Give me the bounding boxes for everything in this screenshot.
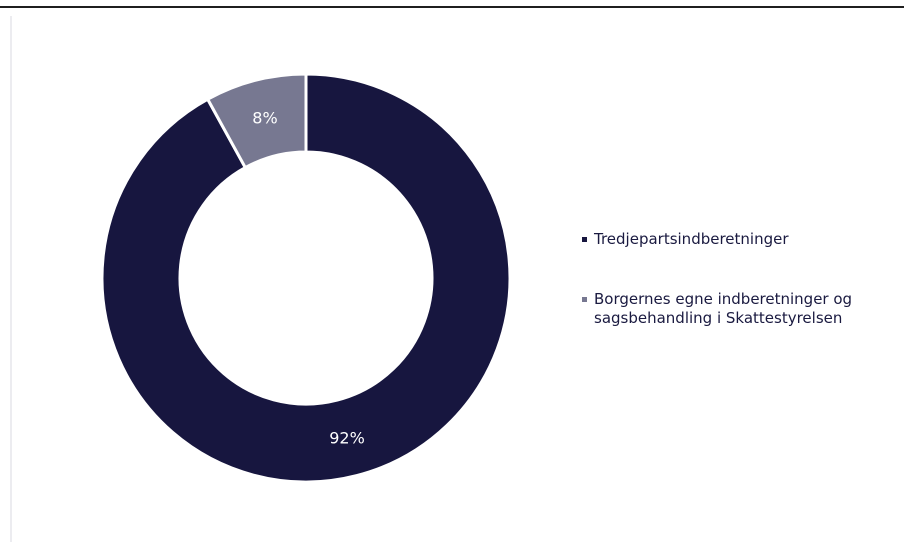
donut-slice-2 — [206, 72, 308, 170]
donut-slice-1 — [100, 72, 512, 484]
left-rule — [10, 16, 12, 542]
slice-data-label-1: 92% — [329, 428, 365, 447]
legend-label-1: Tredjepartsindberetninger — [594, 230, 789, 248]
legend-item-1: Tredjepartsindberetninger — [582, 230, 892, 249]
legend-swatch-1 — [582, 237, 587, 242]
legend-label-2: Borgernes egne indberetninger og sagsbeh… — [594, 290, 853, 327]
chart-legend: Tredjepartsindberetninger Borgernes egne … — [582, 230, 892, 328]
legend-item-2: Borgernes egne indberetninger og sagsbeh… — [582, 290, 892, 328]
slice-data-label-2: 8% — [252, 109, 277, 128]
top-rule — [0, 6, 904, 8]
legend-swatch-2 — [582, 297, 587, 302]
